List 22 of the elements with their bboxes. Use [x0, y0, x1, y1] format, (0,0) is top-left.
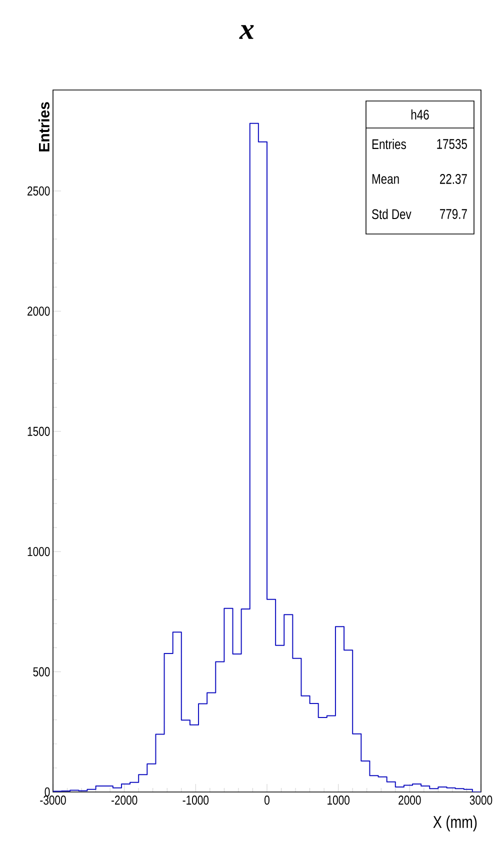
x-tick-label: 2000: [398, 796, 421, 805]
y-axis-title: Entries: [38, 102, 50, 152]
x-tick-label: -3000: [40, 796, 66, 805]
x-tick-label: -1000: [182, 796, 208, 805]
x-tick-label: -2000: [111, 796, 138, 805]
annotation: Mean: [372, 174, 399, 184]
annotation: 779.7: [440, 209, 467, 219]
y-tick-label: 500: [33, 667, 50, 676]
x-tick-label: 3000: [470, 796, 492, 805]
annotation: 17535: [437, 139, 467, 149]
y-tick-label: 2000: [27, 306, 50, 316]
x-tick-label: 0: [264, 796, 270, 805]
annotation: Std Dev: [372, 208, 412, 220]
chart-title: x: [239, 25, 254, 39]
y-tick-label: 1500: [28, 426, 50, 436]
annotation: Entries: [372, 138, 406, 150]
annotation: 22.37: [440, 174, 467, 184]
x-axis-title: X (mm): [433, 816, 476, 832]
y-tick-label: 1000: [28, 546, 50, 556]
annotation: h46: [411, 109, 429, 120]
x-tick-label: 1000: [327, 796, 350, 805]
y-tick-label: 2500: [27, 186, 50, 196]
